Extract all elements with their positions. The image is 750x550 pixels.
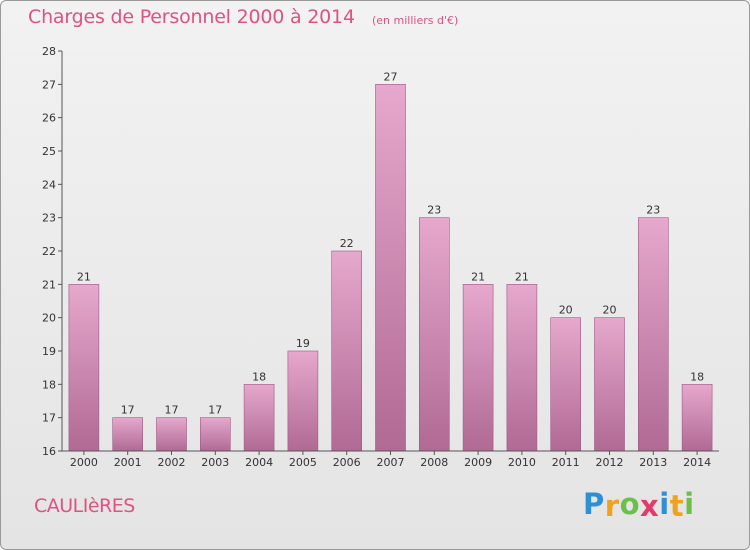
y-tick-label: 24	[42, 178, 56, 191]
x-tick-label-2010: 2010	[508, 456, 536, 469]
bar-2000	[68, 283, 100, 452]
commune-name: CAULIèRES	[34, 495, 135, 517]
y-tick-label: 27	[42, 78, 56, 91]
value-label-2003: 17	[208, 404, 222, 417]
value-label-2013: 23	[646, 204, 660, 217]
y-tick-label: 17	[42, 412, 56, 425]
value-label-2002: 17	[165, 404, 179, 417]
bar-2004	[243, 383, 275, 452]
x-tick-label-2001: 2001	[114, 456, 142, 469]
x-tick-label-2011: 2011	[552, 456, 580, 469]
value-label-2000: 21	[77, 270, 91, 283]
x-tick-label-2007: 2007	[377, 456, 405, 469]
value-label-2009: 21	[471, 270, 485, 283]
bar-2006	[331, 250, 363, 452]
proxiti-logo[interactable]: Proxiti	[583, 487, 695, 523]
value-label-2007: 27	[384, 70, 398, 83]
x-tick-label-2012: 2012	[596, 456, 624, 469]
x-tick-label-2005: 2005	[289, 456, 317, 469]
value-label-2010: 21	[515, 270, 529, 283]
value-label-2005: 19	[296, 337, 310, 350]
y-tick-label: 28	[42, 45, 56, 58]
chart-subtitle: (en milliers d'€)	[372, 14, 459, 27]
bar-2009	[462, 283, 494, 452]
y-axis: 16 17 18 19 20 21 22 23 24 25 26 27 28	[42, 45, 63, 458]
chart-title: Charges de Personnel 2000 à 2014	[28, 6, 355, 28]
y-tick-label: 25	[42, 145, 56, 158]
y-tick-label: 23	[42, 212, 56, 225]
value-label-2008: 23	[427, 204, 441, 217]
x-tick-label-2003: 2003	[201, 456, 229, 469]
bars: 21 17 17 17 18 19 22 27 23 21 21 20 20 23 18	[68, 70, 713, 452]
y-tick-label: 16	[42, 445, 56, 458]
bar-2008	[418, 217, 450, 452]
x-tick-label-2013: 2013	[639, 456, 667, 469]
y-tick-label: 22	[42, 245, 56, 258]
y-tick-label: 20	[42, 312, 56, 325]
brand-letter: P	[583, 487, 605, 521]
bar-2011	[550, 317, 582, 452]
value-label-2012: 20	[603, 304, 617, 317]
bar-2003	[200, 417, 231, 452]
x-axis: 2000 2001 2002 2003 2004 2005 2006 2007 2008 2009…	[62, 450, 719, 469]
brand-letter: o	[619, 487, 641, 521]
brand-letter: t	[669, 489, 685, 523]
value-label-2014: 18	[690, 370, 704, 383]
y-tick-label: 19	[42, 345, 56, 358]
brand-letter: x	[640, 489, 660, 523]
x-tick-label-2004: 2004	[245, 456, 273, 469]
value-label-2011: 20	[559, 304, 573, 317]
bar-2005	[287, 350, 319, 452]
x-tick-label-2009: 2009	[464, 456, 492, 469]
value-label-2004: 18	[252, 370, 266, 383]
x-tick-label-2008: 2008	[420, 456, 448, 469]
bar-2013	[637, 217, 669, 452]
bar-2001	[112, 417, 143, 452]
bar-2010	[506, 283, 538, 452]
y-tick-label: 18	[42, 378, 56, 391]
brand-letter: i	[659, 487, 670, 521]
x-tick-label-2002: 2002	[158, 456, 186, 469]
x-tick-label-2000: 2000	[70, 456, 98, 469]
bar-2014	[681, 383, 713, 452]
brand-letter: r	[604, 489, 620, 523]
y-tick-label: 21	[42, 278, 56, 291]
value-label-2006: 22	[340, 237, 354, 250]
bar-2012	[594, 317, 625, 452]
brand-letter: i	[684, 487, 695, 521]
value-label-2001: 17	[121, 404, 135, 417]
y-tick-label: 26	[42, 112, 56, 125]
bar-2002	[156, 417, 187, 452]
x-tick-label-2014: 2014	[683, 456, 711, 469]
x-tick-label-2006: 2006	[333, 456, 361, 469]
bar-2007	[375, 84, 406, 452]
